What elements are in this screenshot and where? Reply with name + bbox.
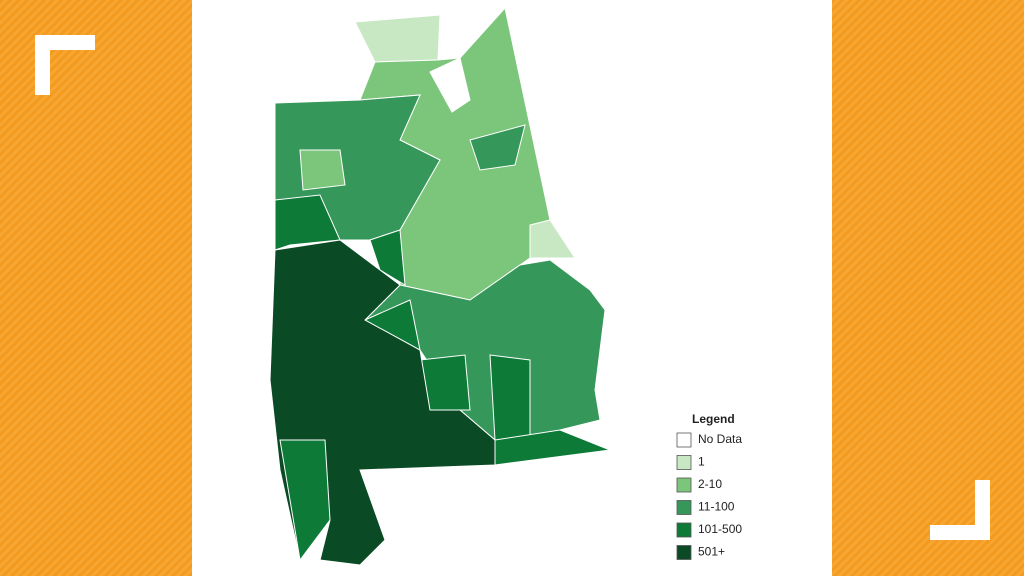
legend-swatch bbox=[676, 500, 692, 515]
county-region bbox=[369, 229, 406, 286]
legend-swatch bbox=[676, 522, 692, 538]
corner-bracket bbox=[930, 480, 990, 540]
legend-title: Legend bbox=[692, 412, 735, 426]
county-region bbox=[354, 14, 441, 63]
county-region bbox=[264, 21, 361, 104]
corner-bracket bbox=[35, 35, 95, 95]
county-region bbox=[529, 219, 576, 259]
legend-swatch bbox=[676, 477, 692, 493]
legend-swatch bbox=[676, 545, 692, 560]
county-region bbox=[489, 354, 531, 441]
legend-label: 2-10 bbox=[698, 477, 722, 491]
legend-swatch bbox=[676, 432, 692, 448]
legend-label: No Data bbox=[698, 432, 742, 446]
county-region bbox=[279, 439, 331, 562]
legend-swatch bbox=[676, 455, 692, 470]
counties bbox=[264, 6, 612, 566]
county-region bbox=[299, 149, 346, 191]
legend-label: 501+ bbox=[698, 545, 725, 559]
county-region bbox=[429, 57, 471, 113]
legend-label: 1 bbox=[698, 455, 705, 469]
legend-label: 11-100 bbox=[698, 500, 735, 514]
county-region bbox=[494, 429, 612, 466]
legend-label: 101-500 bbox=[698, 522, 742, 536]
county-region bbox=[274, 194, 341, 251]
county-region bbox=[469, 124, 526, 171]
